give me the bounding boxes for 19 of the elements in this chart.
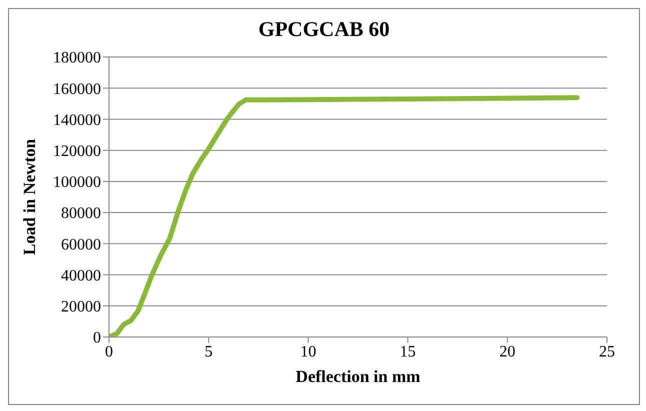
y-tick-label: 0 [93,330,101,347]
y-tick-label: 40000 [61,267,101,284]
x-tick-label: 20 [499,343,516,360]
y-tick-label: 140000 [53,112,101,129]
y-tick-label: 60000 [61,236,101,254]
y-tick-label: 100000 [53,174,101,192]
x-tick-label: 25 [599,343,615,360]
y-axis-title: Load in Newton [20,138,40,256]
y-tick-label: 80000 [61,205,101,222]
y-tick-label: 160000 [53,80,101,98]
x-tick-label: 0 [105,343,113,360]
x-tick-label: 10 [300,343,316,360]
y-tick-label: 120000 [53,143,101,160]
x-tick-label: 5 [204,343,213,360]
x-tick-label: 15 [400,343,416,360]
y-tick-label: 180000 [53,50,101,67]
y-tick-label: 20000 [61,298,101,316]
x-axis-title: Deflection in mm [296,367,420,386]
chart-title: GPCGCAB 60 [257,16,391,43]
